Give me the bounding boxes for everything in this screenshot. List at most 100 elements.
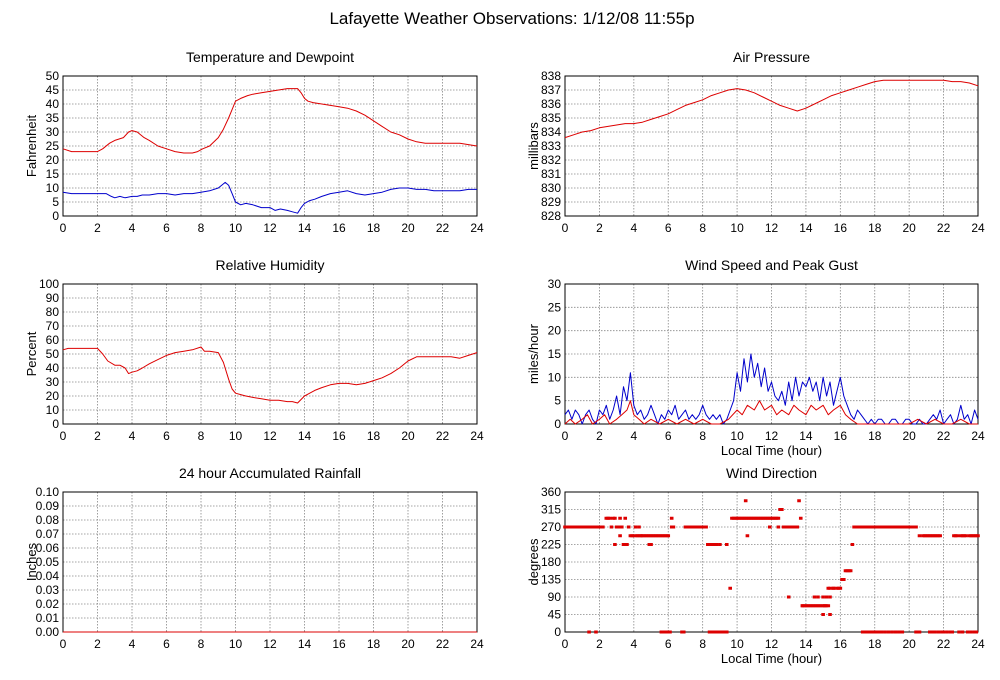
direction-point [824,595,829,599]
direction-point [669,525,674,529]
direction-x-tick-label: 16 [834,637,848,651]
humidity-y-tick-label: 40 [46,361,60,375]
direction-point [812,595,817,599]
direction-point [626,525,631,529]
humidity-x-tick-label: 24 [470,429,484,443]
wind-y-tick-label: 0 [554,417,561,431]
direction-point [724,543,729,546]
humidity-x-tick-label: 8 [198,429,205,443]
direction-point [649,534,653,538]
direction-y-tick-label: 45 [548,608,562,622]
direction-y-axis-label: degrees [526,538,541,585]
wind-x-axis-label: Local Time (hour) [721,443,822,458]
humidity-x-tick-label: 6 [163,429,170,443]
direction-y-tick-label: 0 [554,625,561,639]
rainfall-x-tick-label: 16 [332,637,346,651]
humidity-x-tick-label: 0 [60,429,67,443]
pressure-x-tick-label: 20 [902,221,916,235]
direction-point [780,508,784,511]
direction-x-tick-label: 24 [971,637,985,651]
direction-x-axis-label: Local Time (hour) [721,651,822,666]
pressure-y-tick-label: 835 [541,111,561,125]
direction-point [767,525,772,529]
direction-point [823,604,827,608]
direction-point [838,586,843,590]
direction-point [795,525,800,529]
direction-point [965,630,970,634]
direction-x-tick-label: 0 [562,637,569,651]
pressure-y-tick-label: 838 [541,69,561,83]
direction-point [828,595,832,599]
direction-point [869,630,874,634]
temperature-y-tick-label: 0 [52,209,59,223]
temperature-x-tick-label: 10 [229,221,243,235]
direction-point [960,630,965,634]
temperature-y-tick-label: 5 [52,195,59,209]
direction-point [883,630,887,634]
temperature-x-tick-label: 24 [470,221,484,235]
direction-point [936,630,941,634]
direction-point [619,525,624,529]
direction-point [704,525,708,529]
pressure-series-0-line [564,79,979,139]
humidity-x-tick-label: 16 [332,429,346,443]
rainfall-x-tick-label: 4 [129,637,136,651]
temperature-y-tick-label: 50 [46,69,60,83]
direction-point [941,630,946,634]
wind-series-0-line [564,353,979,425]
direction-point [623,516,628,520]
pressure-x-tick-label: 8 [699,221,706,235]
temperature-x-tick-label: 20 [401,221,415,235]
direction-point [638,534,643,538]
rainfall-x-tick-label: 20 [401,637,415,651]
direction-x-tick-label: 20 [902,637,916,651]
pressure-y-tick-label: 832 [541,153,561,167]
wind-y-tick-label: 30 [548,277,562,291]
direction-point [860,630,865,634]
rainfall-x-tick-label: 2 [94,637,101,651]
humidity-plot-frame [62,283,478,425]
direction-point [914,525,918,529]
direction-point [955,534,960,538]
direction-point [797,499,801,503]
direction-point [625,543,629,546]
rainfall-y-tick-label: 0.01 [36,611,60,625]
pressure-x-tick-label: 10 [730,221,744,235]
rainfall-x-tick-label: 6 [163,637,170,651]
direction-point [821,595,825,599]
temperature-x-tick-label: 16 [332,221,346,235]
direction-point [609,525,614,529]
wind-x-tick-label: 16 [834,429,848,443]
direction-point [928,630,932,634]
humidity-x-tick-label: 2 [94,429,101,443]
rainfall-y-tick-label: 0.08 [36,513,60,527]
direction-point [957,630,961,634]
direction-point [933,630,937,634]
rainfall-y-tick-label: 0.04 [36,569,60,583]
direction-point [745,534,750,538]
temperature-y-tick-label: 25 [46,139,60,153]
wind-x-tick-label: 10 [730,429,744,443]
direction-x-tick-label: 18 [868,637,882,651]
direction-point [850,543,855,546]
direction-x-tick-label: 2 [596,637,603,651]
pressure-y-tick-label: 829 [541,195,561,209]
temperature-y-tick-label: 10 [46,181,60,195]
rainfall-y-axis-label: Inches [24,542,39,581]
direction-point [945,630,949,634]
direction-point [917,534,922,538]
humidity-y-tick-label: 60 [46,333,60,347]
direction-point [872,630,877,634]
pressure-x-tick-label: 24 [971,221,985,235]
pressure-title: Air Pressure [733,49,810,65]
pressure-x-tick-label: 12 [765,221,779,235]
humidity-y-tick-label: 70 [46,319,60,333]
wind-x-tick-label: 20 [902,429,916,443]
direction-point [828,586,832,590]
direction-point [594,630,598,634]
direction-x-tick-label: 12 [765,637,779,651]
